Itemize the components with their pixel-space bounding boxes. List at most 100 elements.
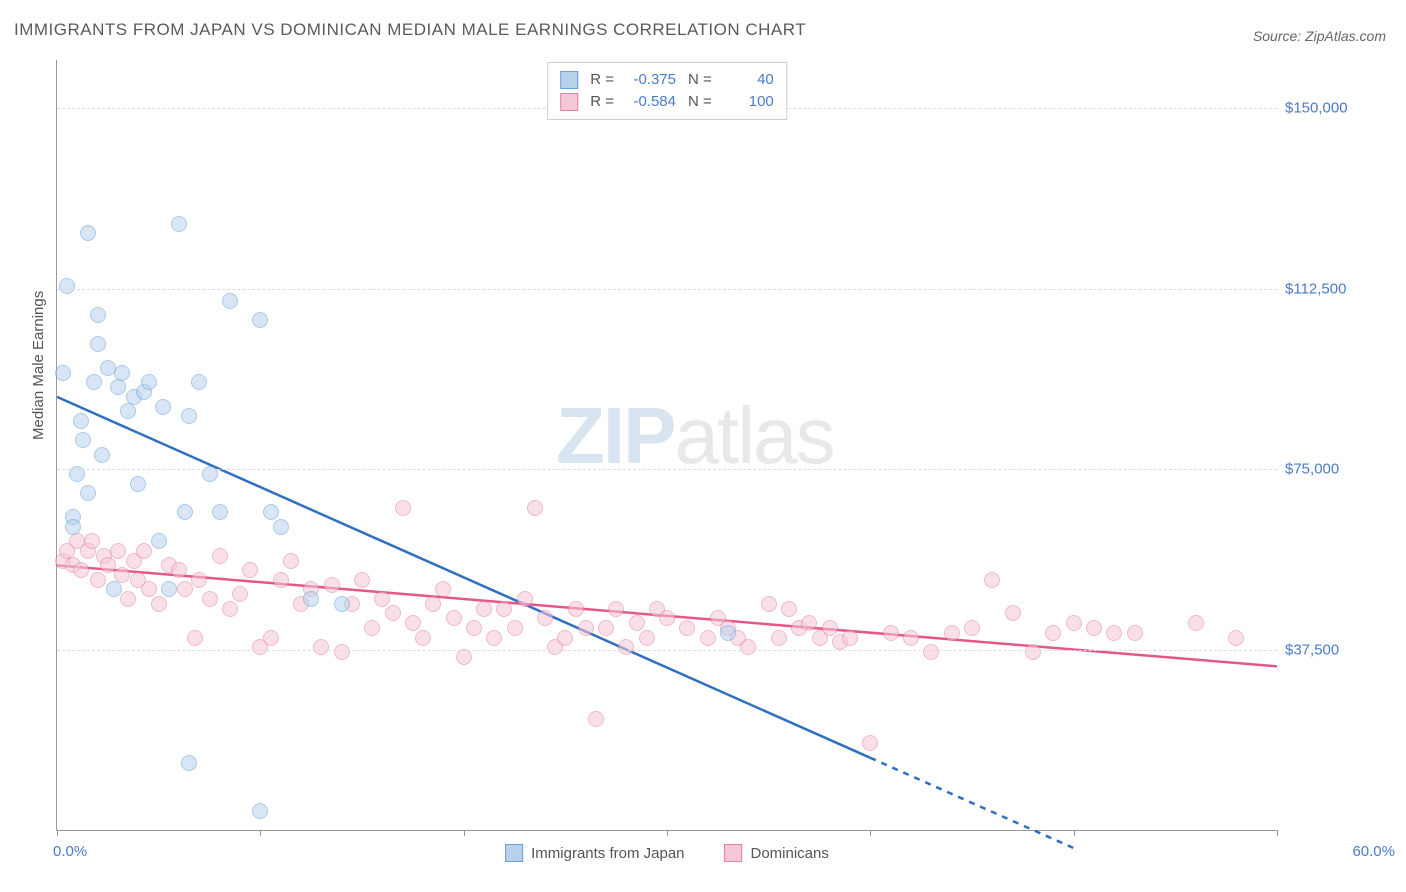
data-point-japan <box>177 504 193 520</box>
data-point-japan <box>181 408 197 424</box>
data-point-japan <box>720 625 736 641</box>
data-point-dominicans <box>1045 625 1061 641</box>
data-point-japan <box>55 365 71 381</box>
data-point-dominicans <box>1106 625 1122 641</box>
data-point-japan <box>252 803 268 819</box>
data-point-dominicans <box>761 596 777 612</box>
data-point-japan <box>65 519 81 535</box>
data-point-japan <box>155 399 171 415</box>
swatch-japan <box>560 71 578 89</box>
gridline <box>57 289 1277 290</box>
r-value-japan: -0.375 <box>622 69 676 91</box>
data-point-dominicans <box>964 620 980 636</box>
legend-label-dominicans: Dominicans <box>751 845 829 862</box>
data-point-dominicans <box>283 553 299 569</box>
swatch-japan-icon <box>505 844 523 862</box>
data-point-dominicans <box>191 572 207 588</box>
data-point-dominicans <box>1127 625 1143 641</box>
data-point-dominicans <box>862 735 878 751</box>
regression-lines <box>57 60 1277 830</box>
data-point-dominicans <box>984 572 1000 588</box>
r-label: R = <box>590 91 614 113</box>
xtick-end: 60.0% <box>1352 843 1395 860</box>
watermark-zip: ZIP <box>556 391 674 480</box>
data-point-dominicans <box>141 581 157 597</box>
data-point-dominicans <box>136 543 152 559</box>
xtick <box>1277 830 1278 836</box>
stats-row-dominicans: R = -0.584 N = 100 <box>560 91 774 113</box>
data-point-dominicans <box>73 562 89 578</box>
legend-label-japan: Immigrants from Japan <box>531 845 684 862</box>
stats-legend: R = -0.375 N = 40 R = -0.584 N = 100 <box>547 62 787 120</box>
data-point-dominicans <box>740 639 756 655</box>
data-point-dominicans <box>1025 644 1041 660</box>
data-point-dominicans <box>822 620 838 636</box>
data-point-dominicans <box>374 591 390 607</box>
data-point-dominicans <box>923 644 939 660</box>
xtick <box>57 830 58 836</box>
data-point-japan <box>161 581 177 597</box>
data-point-dominicans <box>629 615 645 631</box>
data-point-dominicans <box>242 562 258 578</box>
data-point-dominicans <box>334 644 350 660</box>
data-point-japan <box>73 413 89 429</box>
data-point-dominicans <box>273 572 289 588</box>
legend-item-japan: Immigrants from Japan <box>505 844 684 862</box>
data-point-japan <box>94 447 110 463</box>
data-point-dominicans <box>557 630 573 646</box>
data-point-japan <box>252 312 268 328</box>
data-point-japan <box>80 485 96 501</box>
data-point-dominicans <box>568 601 584 617</box>
source-credit: Source: ZipAtlas.com <box>1253 28 1386 44</box>
data-point-dominicans <box>222 601 238 617</box>
data-point-dominicans <box>588 711 604 727</box>
data-point-japan <box>303 591 319 607</box>
n-label: N = <box>688 69 712 91</box>
data-point-dominicans <box>578 620 594 636</box>
swatch-dominicans-icon <box>725 844 743 862</box>
data-point-dominicans <box>324 577 340 593</box>
data-point-dominicans <box>618 639 634 655</box>
data-point-japan <box>130 476 146 492</box>
data-point-dominicans <box>84 533 100 549</box>
data-point-dominicans <box>517 591 533 607</box>
data-point-japan <box>90 307 106 323</box>
data-point-dominicans <box>801 615 817 631</box>
data-point-dominicans <box>100 557 116 573</box>
data-point-dominicans <box>313 639 329 655</box>
data-point-dominicans <box>537 610 553 626</box>
data-point-dominicans <box>90 572 106 588</box>
xtick <box>667 830 668 836</box>
data-point-dominicans <box>405 615 421 631</box>
data-point-dominicans <box>446 610 462 626</box>
data-point-japan <box>334 596 350 612</box>
data-point-dominicans <box>1086 620 1102 636</box>
stats-row-japan: R = -0.375 N = 40 <box>560 69 774 91</box>
xtick <box>464 830 465 836</box>
data-point-dominicans <box>110 543 126 559</box>
data-point-dominicans <box>1005 605 1021 621</box>
data-point-dominicans <box>187 630 203 646</box>
data-point-japan <box>75 432 91 448</box>
data-point-dominicans <box>1066 615 1082 631</box>
data-point-dominicans <box>842 630 858 646</box>
data-point-dominicans <box>395 500 411 516</box>
ytick-label: $150,000 <box>1285 100 1395 117</box>
n-value-dominicans: 100 <box>720 91 774 113</box>
data-point-dominicans <box>177 581 193 597</box>
data-point-japan <box>110 379 126 395</box>
data-point-japan <box>120 403 136 419</box>
data-point-dominicans <box>883 625 899 641</box>
data-point-dominicans <box>425 596 441 612</box>
xtick <box>260 830 261 836</box>
data-point-dominicans <box>435 581 451 597</box>
data-point-dominicans <box>114 567 130 583</box>
ytick-label: $112,500 <box>1285 280 1395 297</box>
data-point-dominicans <box>385 605 401 621</box>
gridline <box>57 469 1277 470</box>
data-point-dominicans <box>1228 630 1244 646</box>
data-point-japan <box>141 374 157 390</box>
ytick-label: $75,000 <box>1285 461 1395 478</box>
legend-item-dominicans: Dominicans <box>725 844 829 862</box>
data-point-dominicans <box>771 630 787 646</box>
